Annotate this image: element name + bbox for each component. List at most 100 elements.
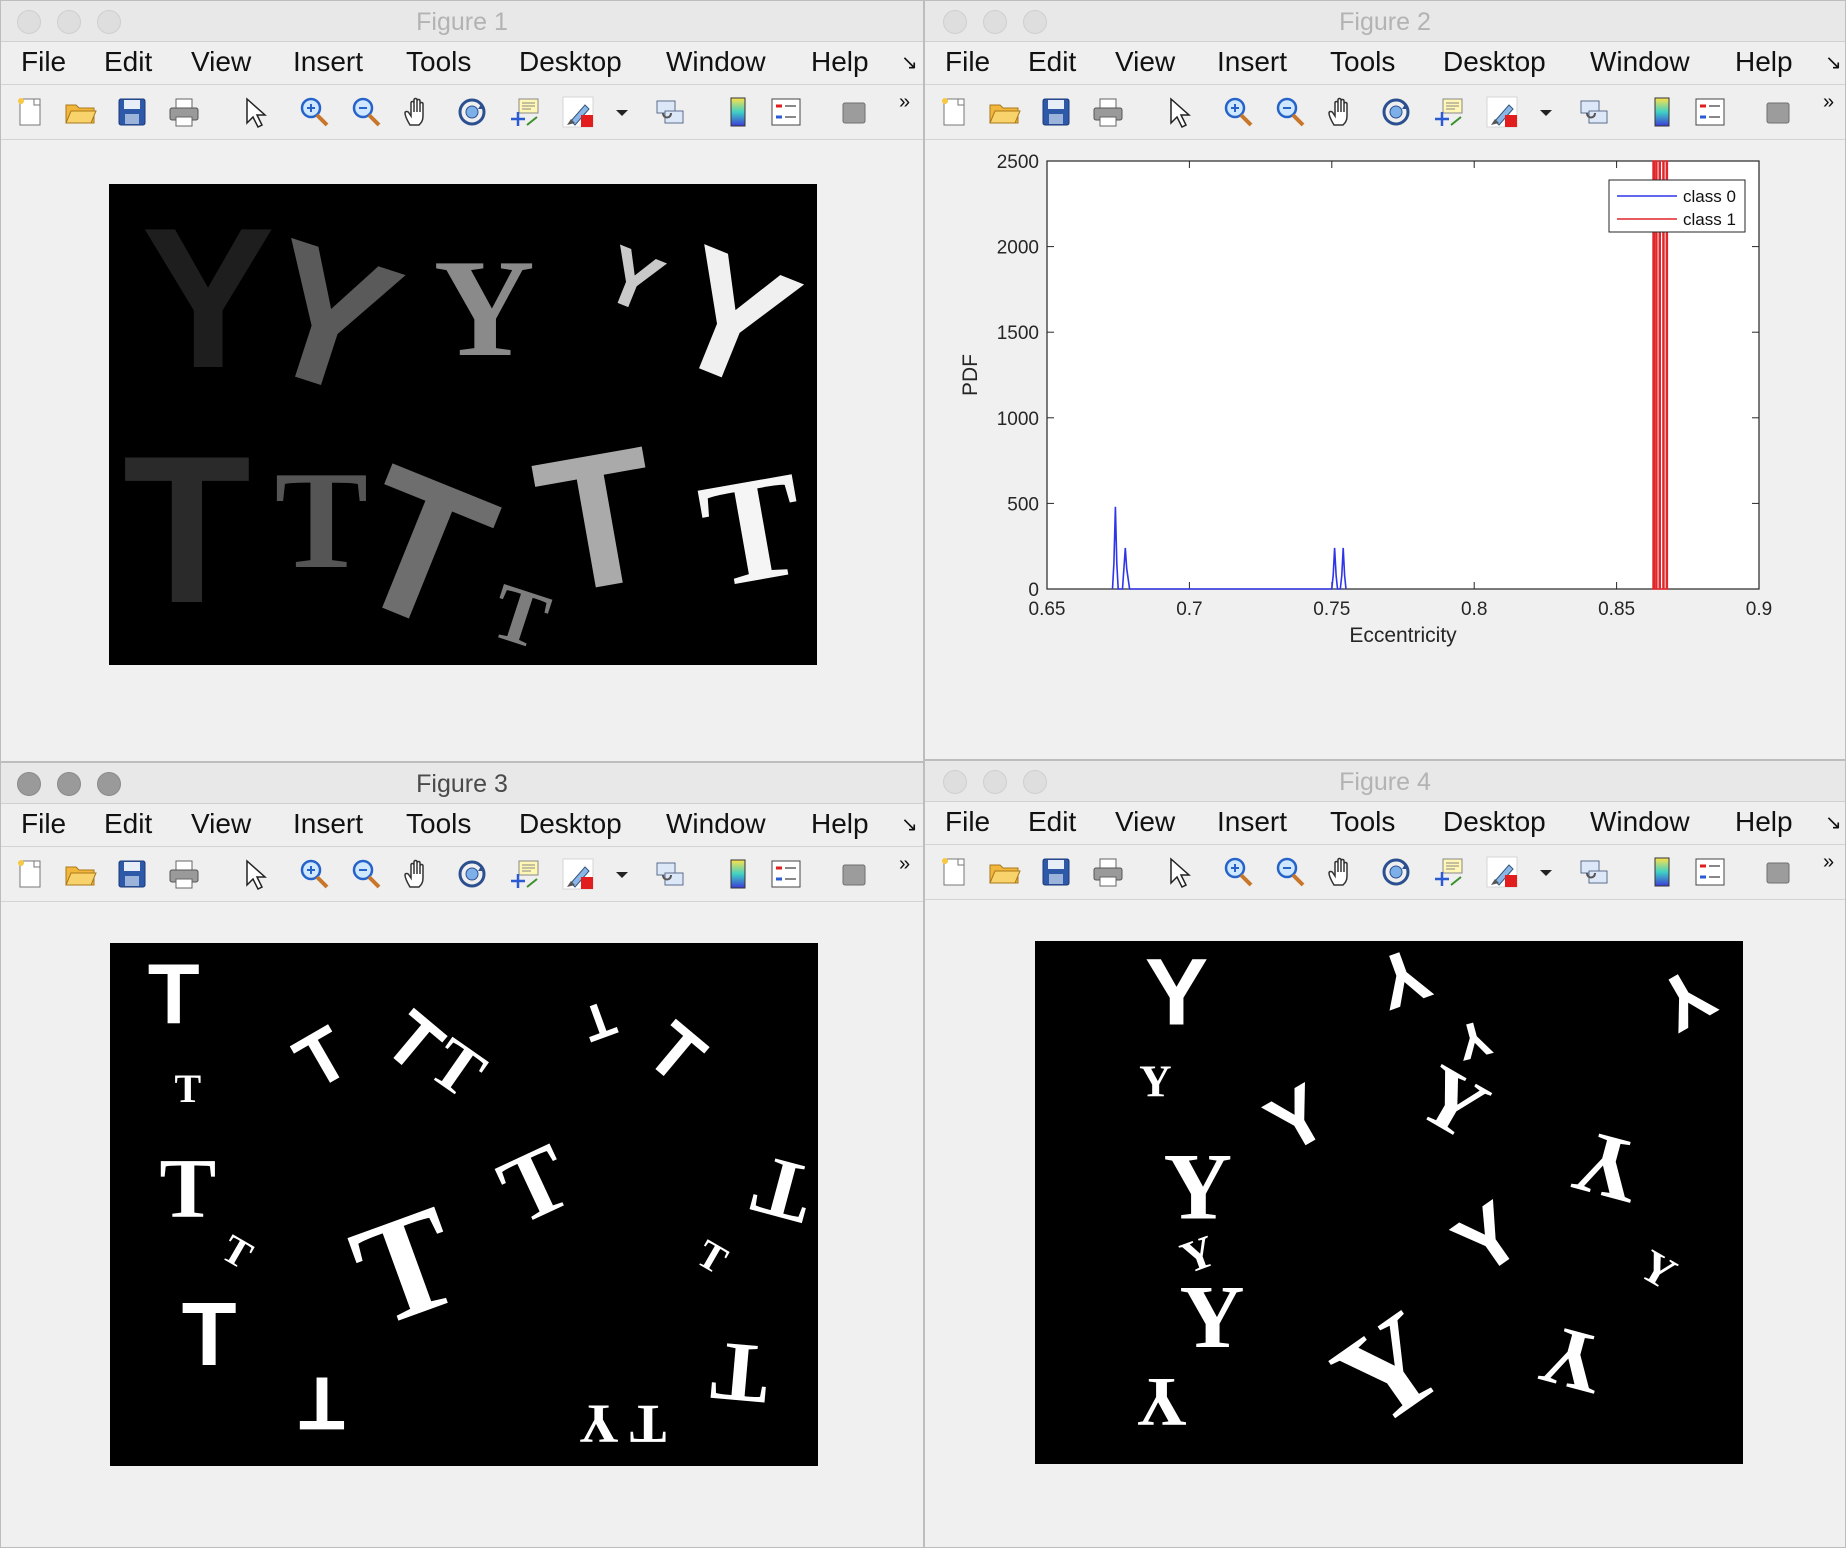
brush-icon[interactable] xyxy=(561,857,595,891)
zoom-in-icon[interactable] xyxy=(1221,95,1255,129)
save-icon[interactable] xyxy=(1039,855,1073,889)
close-button[interactable] xyxy=(943,10,967,34)
close-button[interactable] xyxy=(17,10,41,34)
minimize-button[interactable] xyxy=(57,10,81,34)
link-plot-icon[interactable] xyxy=(653,95,687,129)
menu-desktop[interactable]: Desktop xyxy=(1443,46,1546,77)
open-file-icon[interactable] xyxy=(987,855,1021,889)
brush-dropdown-icon[interactable] xyxy=(605,95,628,129)
menu-help[interactable]: Help xyxy=(811,808,869,839)
zoom-out-icon[interactable] xyxy=(349,95,383,129)
pan-hand-icon[interactable] xyxy=(1325,95,1359,129)
print-icon[interactable] xyxy=(167,857,201,891)
menu-overflow-button[interactable]: ↘ xyxy=(1825,52,1842,74)
zoom-in-icon[interactable] xyxy=(297,95,331,129)
titlebar[interactable]: Figure 2 xyxy=(925,1,1845,42)
menu-desktop[interactable]: Desktop xyxy=(519,46,622,77)
link-plot-icon[interactable] xyxy=(1577,855,1611,889)
rotate-3d-icon[interactable] xyxy=(1379,95,1413,129)
open-file-icon[interactable] xyxy=(63,857,97,891)
menu-view[interactable]: View xyxy=(191,808,252,839)
menu-tools[interactable]: Tools xyxy=(1330,46,1396,77)
menu-overflow-button[interactable]: ↘ xyxy=(901,814,918,836)
zoom-in-icon[interactable] xyxy=(297,857,331,891)
hide-tools-icon[interactable] xyxy=(1761,95,1795,129)
menu-edit[interactable]: Edit xyxy=(1028,46,1077,77)
zoom-button[interactable] xyxy=(1023,10,1047,34)
menu-desktop[interactable]: Desktop xyxy=(519,808,622,839)
data-cursor-icon[interactable] xyxy=(1431,95,1465,129)
new-figure-icon[interactable] xyxy=(937,855,971,889)
data-cursor-icon[interactable] xyxy=(507,95,541,129)
legend-icon[interactable] xyxy=(769,857,803,891)
pointer-icon[interactable] xyxy=(1161,855,1195,889)
legend-icon[interactable] xyxy=(769,95,803,129)
menu-insert[interactable]: Insert xyxy=(1217,806,1288,837)
menu-edit[interactable]: Edit xyxy=(104,46,153,77)
hide-tools-icon[interactable] xyxy=(1761,855,1795,889)
pan-hand-icon[interactable] xyxy=(401,857,435,891)
colorbar-icon[interactable] xyxy=(1645,95,1679,129)
menu-insert[interactable]: Insert xyxy=(293,808,364,839)
zoom-button[interactable] xyxy=(1023,770,1047,794)
new-figure-icon[interactable] xyxy=(937,95,971,129)
new-figure-icon[interactable] xyxy=(13,95,47,129)
pan-hand-icon[interactable] xyxy=(401,95,435,129)
print-icon[interactable] xyxy=(1091,95,1125,129)
menu-help[interactable]: Help xyxy=(1735,46,1793,77)
zoom-button[interactable] xyxy=(97,10,121,34)
menu-window[interactable]: Window xyxy=(666,808,766,839)
zoom-in-icon[interactable] xyxy=(1221,855,1255,889)
menu-overflow-button[interactable]: ↘ xyxy=(901,52,918,74)
brush-dropdown-icon[interactable] xyxy=(605,857,628,891)
rotate-3d-icon[interactable] xyxy=(455,857,489,891)
colorbar-icon[interactable] xyxy=(721,95,755,129)
menu-file[interactable]: File xyxy=(945,46,991,77)
close-button[interactable] xyxy=(17,772,41,796)
data-cursor-icon[interactable] xyxy=(1431,855,1465,889)
rotate-3d-icon[interactable] xyxy=(455,95,489,129)
titlebar[interactable]: Figure 4 xyxy=(925,761,1845,802)
titlebar[interactable]: Figure 3 xyxy=(1,763,923,804)
minimize-button[interactable] xyxy=(983,10,1007,34)
link-plot-icon[interactable] xyxy=(1577,95,1611,129)
data-cursor-icon[interactable] xyxy=(507,857,541,891)
pointer-icon[interactable] xyxy=(1161,95,1195,129)
menu-insert[interactable]: Insert xyxy=(1217,46,1288,77)
legend-icon[interactable] xyxy=(1693,95,1727,129)
hide-tools-icon[interactable] xyxy=(837,857,871,891)
pan-hand-icon[interactable] xyxy=(1325,855,1359,889)
save-icon[interactable] xyxy=(115,95,149,129)
titlebar[interactable]: Figure 1 xyxy=(1,1,923,42)
colorbar-icon[interactable] xyxy=(721,857,755,891)
new-figure-icon[interactable] xyxy=(13,857,47,891)
brush-dropdown-icon[interactable] xyxy=(1529,855,1552,889)
pointer-icon[interactable] xyxy=(237,857,271,891)
menu-tools[interactable]: Tools xyxy=(406,46,472,77)
close-button[interactable] xyxy=(943,770,967,794)
menu-help[interactable]: Help xyxy=(1735,806,1793,837)
menu-tools[interactable]: Tools xyxy=(406,808,472,839)
colorbar-icon[interactable] xyxy=(1645,855,1679,889)
menu-window[interactable]: Window xyxy=(1590,46,1690,77)
menu-view[interactable]: View xyxy=(191,46,252,77)
minimize-button[interactable] xyxy=(983,770,1007,794)
menu-view[interactable]: View xyxy=(1115,46,1176,77)
link-plot-icon[interactable] xyxy=(653,857,687,891)
print-icon[interactable] xyxy=(167,95,201,129)
menu-overflow-button[interactable]: ↘ xyxy=(1825,812,1842,834)
brush-icon[interactable] xyxy=(561,95,595,129)
menu-view[interactable]: View xyxy=(1115,806,1176,837)
minimize-button[interactable] xyxy=(57,772,81,796)
print-icon[interactable] xyxy=(1091,855,1125,889)
open-file-icon[interactable] xyxy=(63,95,97,129)
hide-tools-icon[interactable] xyxy=(837,95,871,129)
toolbar-overflow-button[interactable]: » xyxy=(1823,91,1835,113)
open-file-icon[interactable] xyxy=(987,95,1021,129)
brush-icon[interactable] xyxy=(1485,855,1519,889)
save-icon[interactable] xyxy=(115,857,149,891)
zoom-out-icon[interactable] xyxy=(349,857,383,891)
pointer-icon[interactable] xyxy=(237,95,271,129)
save-icon[interactable] xyxy=(1039,95,1073,129)
menu-window[interactable]: Window xyxy=(666,46,766,77)
